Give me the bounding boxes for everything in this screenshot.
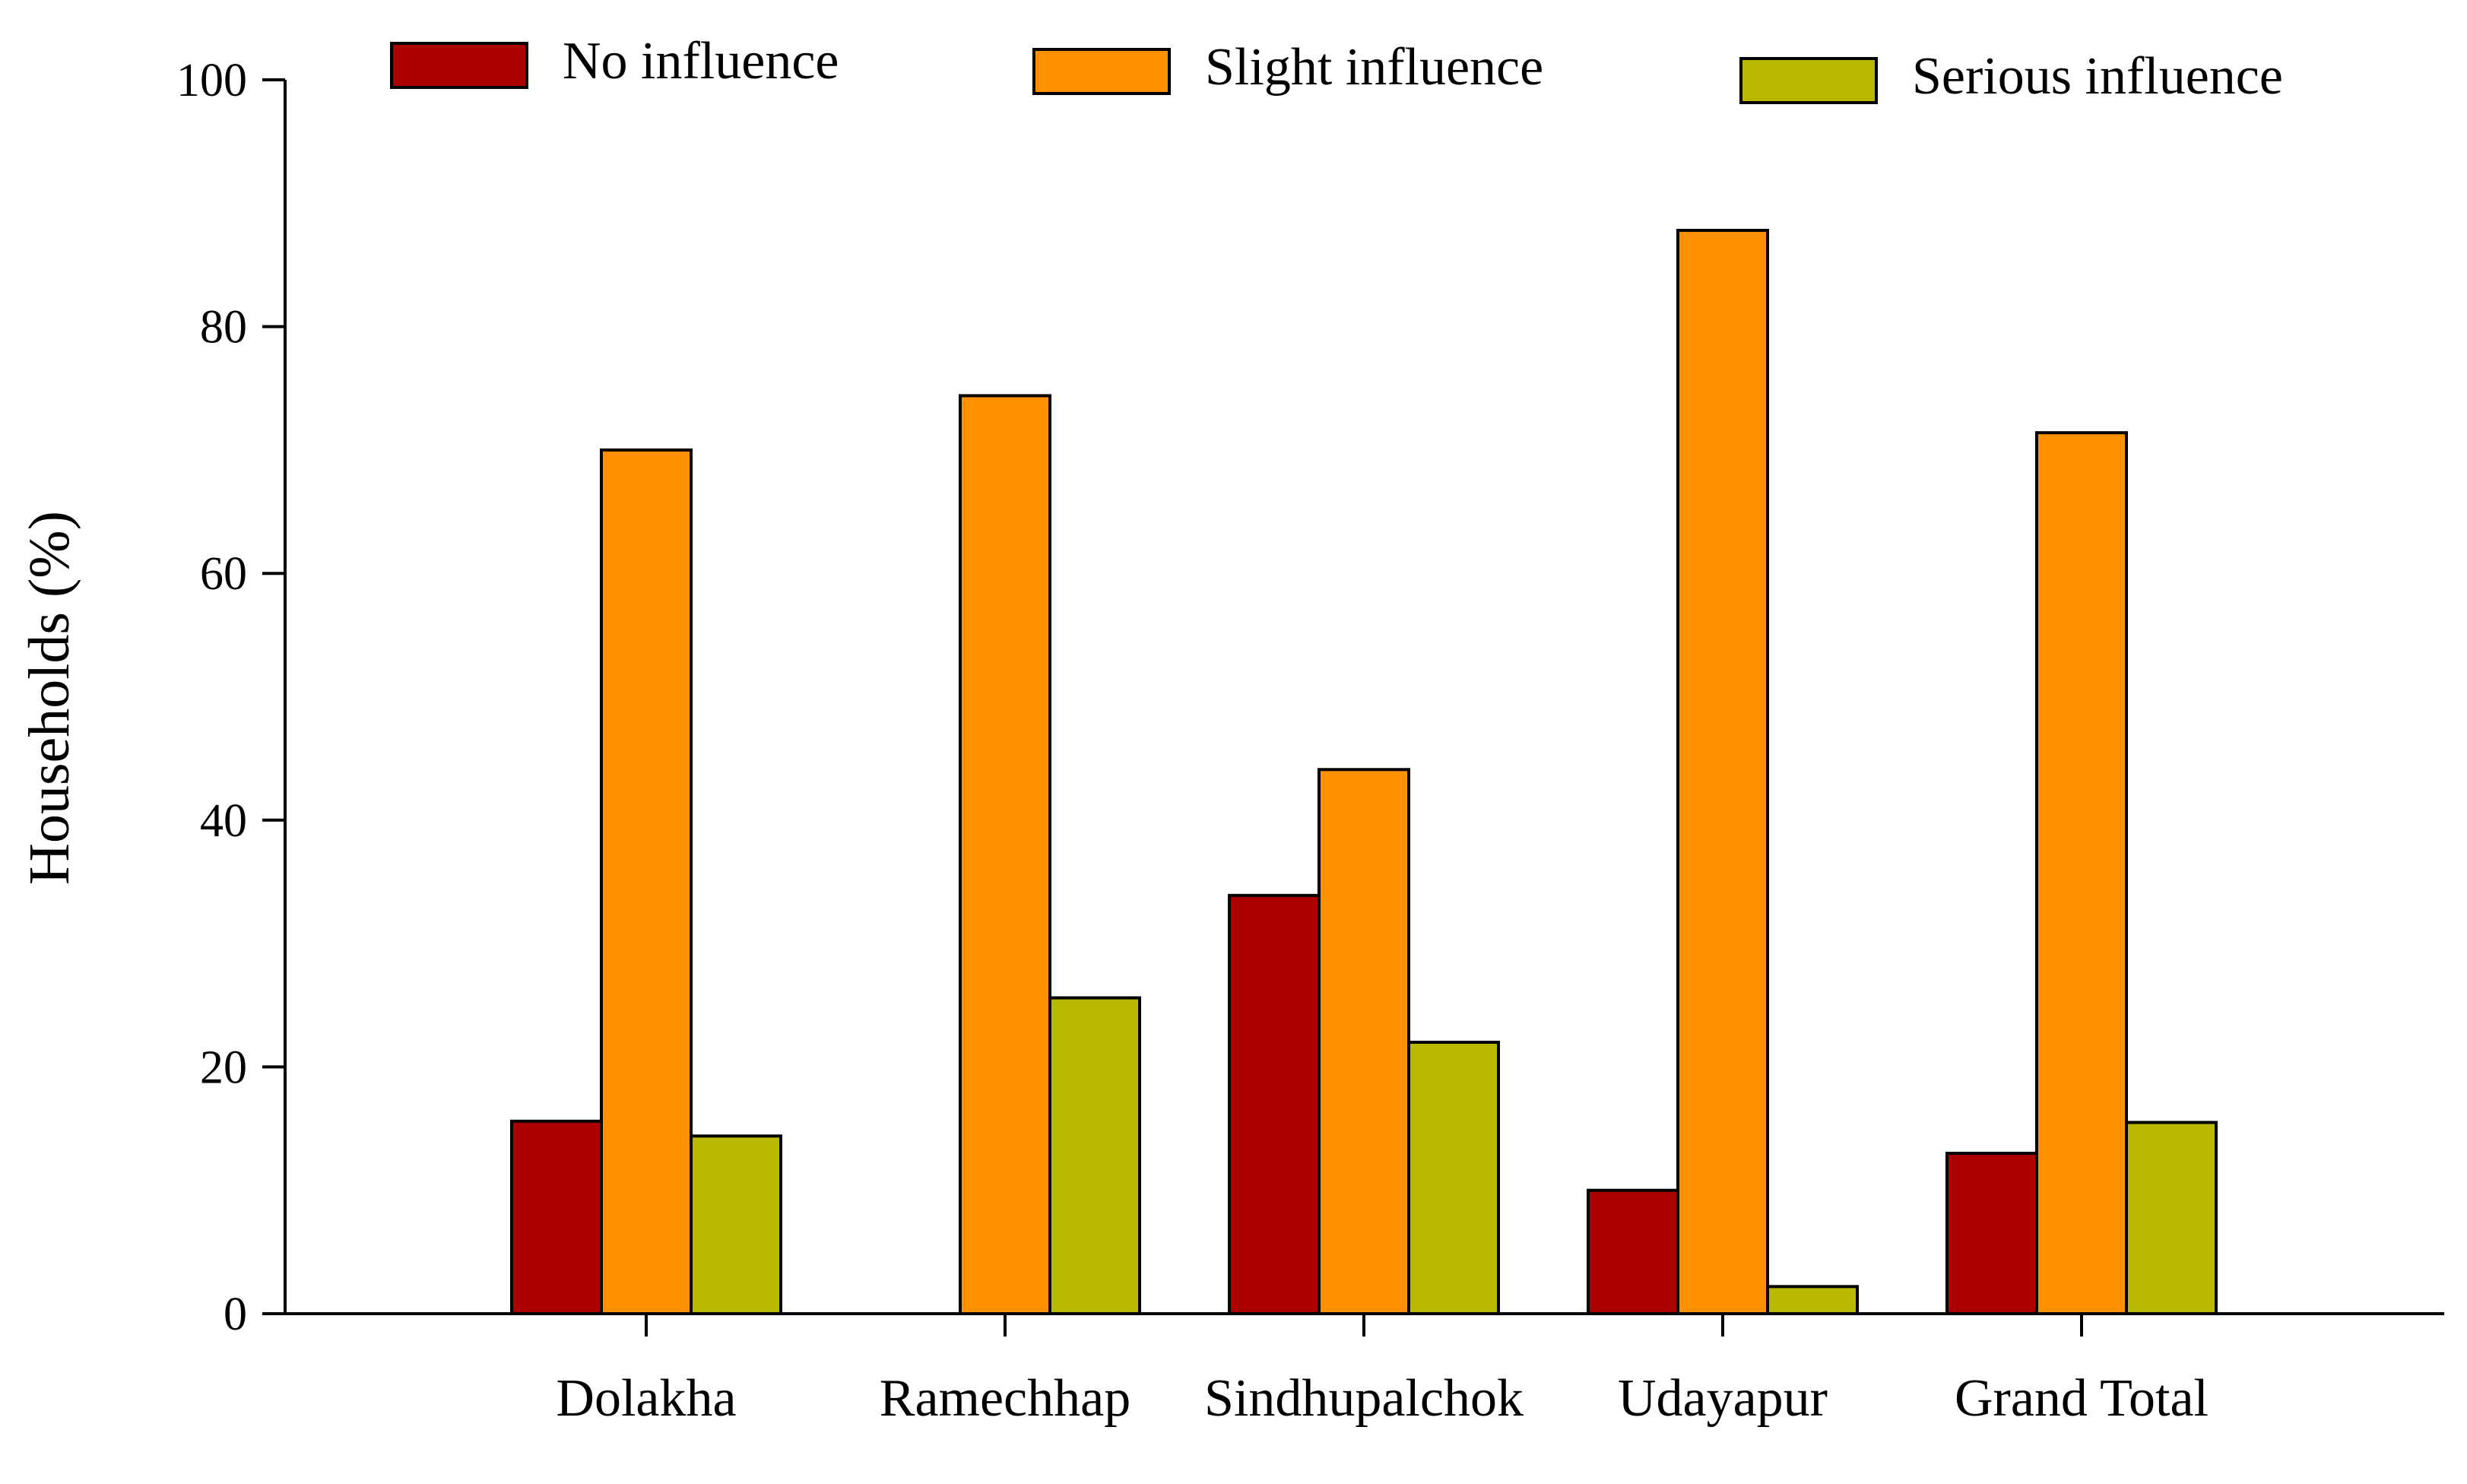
bar-udayapur-no-influence (1587, 1188, 1679, 1315)
x-tick-label: Sindhupalchok (1204, 1369, 1524, 1428)
bar-ramechhap-serious-influence (1048, 996, 1141, 1315)
bar-dolakha-no-influence (510, 1119, 603, 1316)
bar-udayapur-slight-influence (1676, 229, 1769, 1316)
bar-sindhupalchok-no-influence (1228, 893, 1321, 1315)
bars-group (510, 229, 2218, 1316)
bar-sindhupalchok-serious-influence (1407, 1040, 1500, 1315)
x-tick-label: Udayapur (1618, 1369, 1828, 1428)
x-tick-label: Dolakha (556, 1369, 736, 1428)
y-tick-label: 40 (200, 795, 247, 847)
legend-swatch-no-influence (390, 42, 528, 89)
bar-dolakha-slight-influence (600, 448, 693, 1315)
bar-sindhupalchok-slight-influence (1318, 768, 1410, 1315)
bar-grand-total-serious-influence (2125, 1121, 2218, 1316)
legend-label-serious-influence: Serious influence (1912, 47, 2283, 106)
bar-grand-total-no-influence (1945, 1152, 2038, 1316)
legend-label-slight-influence: Slight influence (1205, 38, 1543, 97)
legend: No influence Slight influence Serious infl… (390, 32, 2283, 106)
x-tick-label: Grand Total (1955, 1369, 2209, 1428)
bar-grand-total-slight-influence (2035, 431, 2128, 1315)
y-tick-label: 80 (200, 302, 247, 354)
legend-swatch-serious-influence (1739, 57, 1878, 104)
bar-dolakha-serious-influence (690, 1134, 782, 1315)
y-tick-label: 20 (200, 1042, 247, 1093)
legend-label-no-influence: No influence (563, 32, 839, 90)
y-tick-label: 0 (224, 1289, 247, 1340)
y-tick-label: 100 (176, 55, 247, 106)
legend-swatch-slight-influence (1032, 48, 1171, 95)
x-tick-label: Ramechhap (880, 1369, 1130, 1428)
y-tick-label: 60 (200, 548, 247, 600)
bar-udayapur-serious-influence (1766, 1285, 1859, 1315)
x-ticks: Dolakha Ramechhap Sindhupalchok Udayapur Gra… (556, 1314, 2209, 1428)
y-ticks: 0 20 40 60 80 100 (176, 55, 285, 1340)
y-axis-label: Households (%) (17, 511, 81, 885)
bar-ramechhap-slight-influence (959, 394, 1051, 1315)
